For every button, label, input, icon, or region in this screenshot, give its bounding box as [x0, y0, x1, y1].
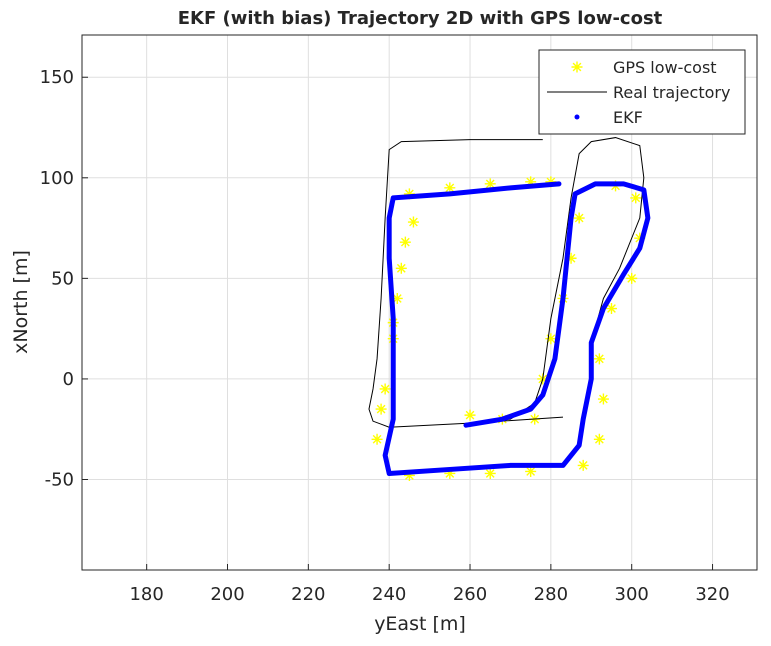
legend: GPS low-cost Real trajectory EKF — [538, 49, 746, 135]
legend-label: Real trajectory — [613, 83, 730, 102]
gps-point — [399, 236, 411, 248]
y-tick-label: 0 — [63, 369, 74, 390]
legend-label: GPS low-cost — [613, 58, 717, 77]
x-tick-label: 180 — [129, 584, 163, 605]
gps-point — [444, 182, 456, 194]
axes-box — [81, 34, 758, 571]
gps-point — [371, 433, 383, 445]
gps-point — [573, 212, 585, 224]
gps-point — [375, 403, 387, 415]
ticks: 180 200 220 240 260 280 300 320 -50 0 50 100 150 — [40, 67, 730, 605]
gps-point — [395, 262, 407, 274]
gps-point — [593, 353, 605, 365]
y-tick-label: 50 — [51, 268, 74, 289]
gps-point — [545, 333, 557, 345]
gps-point — [525, 465, 537, 477]
legend-marker — [571, 61, 583, 73]
x-tick-label: 300 — [615, 584, 649, 605]
gps-point — [630, 192, 642, 204]
gps-point — [484, 467, 496, 479]
gps-point — [407, 216, 419, 228]
y-tick-label: -50 — [45, 469, 74, 490]
gps-point — [403, 469, 415, 481]
data-layer — [368, 137, 651, 481]
gps-point — [577, 459, 589, 471]
legend-label: EKF — [613, 108, 643, 127]
gps-point — [444, 467, 456, 479]
x-tick-label: 220 — [291, 584, 325, 605]
x-tick-label: 280 — [534, 584, 568, 605]
gps-point — [391, 292, 403, 304]
gps-point — [597, 393, 609, 405]
legend-marker — [574, 114, 580, 120]
gps-point — [464, 409, 476, 421]
gps-point — [545, 176, 557, 188]
x-tick-label: 320 — [695, 584, 729, 605]
y-tick-label: 100 — [40, 168, 74, 189]
x-tick-label: 200 — [210, 584, 244, 605]
gps-point — [379, 383, 391, 395]
gps-point — [565, 252, 577, 264]
gps-point — [593, 433, 605, 445]
x-axis-label: yEast [m] — [374, 613, 466, 635]
gps-point — [626, 272, 638, 284]
ekf-line — [382, 181, 651, 476]
x-tick-label: 260 — [453, 584, 487, 605]
gps-point — [634, 232, 646, 244]
y-tick-label: 150 — [40, 67, 74, 88]
gps-point — [403, 188, 415, 200]
gps-point — [525, 176, 537, 188]
gps-point — [605, 303, 617, 315]
gps-point — [484, 178, 496, 190]
chart-title: EKF (with bias) Trajectory 2D with GPS l… — [178, 8, 663, 29]
x-tick-label: 240 — [372, 584, 406, 605]
y-axis-label: xNorth [m] — [10, 250, 32, 354]
